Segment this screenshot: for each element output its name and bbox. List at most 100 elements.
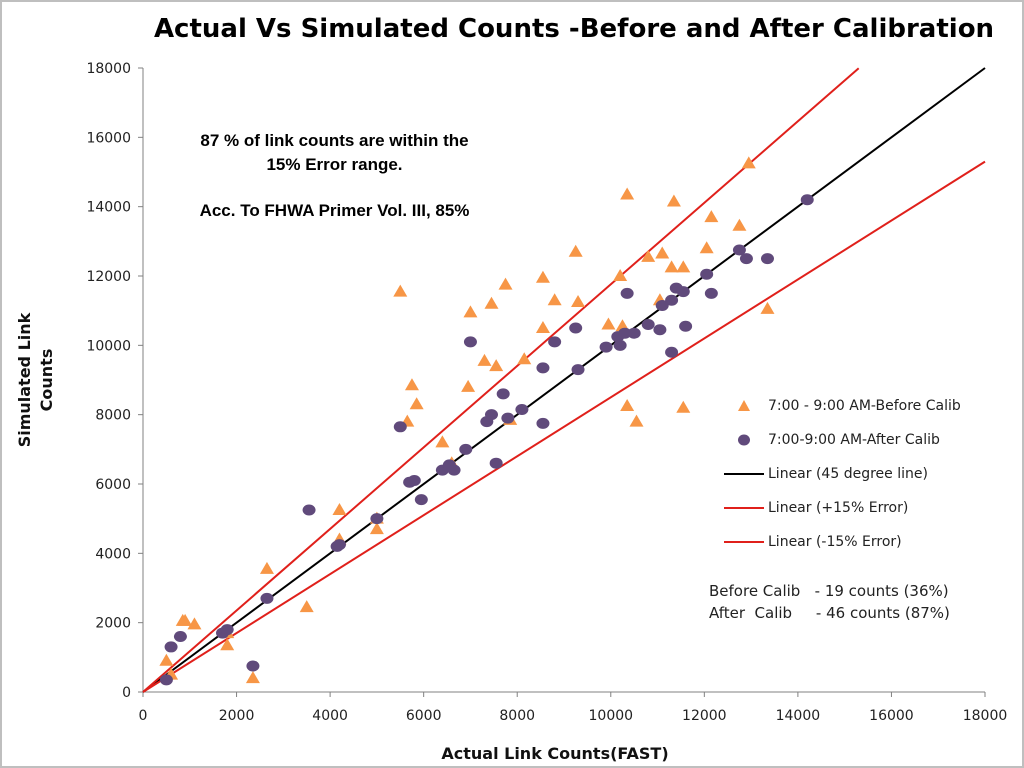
after-calib-point [459,443,473,455]
legend-label-plus-15: Linear (+15% Error) [768,500,909,516]
within-range-note: 87 % of link counts are within the 15% E… [162,129,507,177]
before-calib-point [620,187,635,200]
before-calib-point [760,301,775,314]
after-calib-point [653,324,667,336]
before-calib-point [299,600,314,613]
after-calib-point [700,268,714,280]
after-calib-point [515,403,529,415]
note-line-1: 87 % of link counts are within the [200,131,469,150]
before-calib-point [535,270,550,283]
y-tick-label: 6000 [95,477,131,493]
summary-before: Before Calib - 19 counts (36%) [709,582,949,600]
before-calib-point [613,269,628,281]
x-tick-label: 6000 [406,708,442,724]
chart-legend: 7:00 - 9:00 AM-Before Calib 7:00-9:00 AM… [724,392,1004,562]
y-tick-label: 18000 [86,61,131,77]
after-calib-point [260,592,274,604]
before-calib-point [220,638,235,651]
after-calib-point [620,287,634,299]
before-calib-point [547,293,562,306]
x-tick-label: 18000 [963,708,1008,724]
x-tick-label: 2000 [219,708,255,724]
after-calib-point [393,421,407,433]
before-calib-point [676,260,691,273]
before-calib-point [620,399,635,411]
after-calib-point [613,339,627,351]
trendline-1 [142,67,860,693]
y-tick-label: 8000 [95,408,131,424]
y-tick-label: 16000 [86,130,131,146]
after-calib-point [627,327,641,339]
trendline-0 [142,67,986,693]
x-axis-label: Actual Link Counts(FAST) [441,744,668,763]
before-calib-point [676,400,691,413]
legend-item-after: 7:00-9:00 AM-After Calib [724,426,1004,460]
y-tick-label: 12000 [86,269,131,285]
after-calib-point [655,299,669,311]
before-calib-point [568,244,583,257]
chart-title: Actual Vs Simulated Counts -Before and A… [153,14,995,44]
before-calib-point [484,296,499,309]
before-calib-point [187,617,202,630]
after-calib-point [159,674,173,686]
legend-item-plus-15: Linear (+15% Error) [724,494,1004,528]
after-calib-point [496,388,510,400]
after-calib-point [739,253,753,265]
triangle-marker-icon [738,400,750,411]
after-calib-point [484,409,498,421]
before-calib-point [732,218,747,231]
before-calib-point [517,352,532,365]
after-calib-point [332,539,346,551]
after-calib-point [676,286,690,298]
after-calib-point [732,244,746,256]
trendline-2 [142,160,986,693]
after-calib-point [599,341,613,353]
before-calib-point [477,353,492,366]
calibration-summary: Before Calib - 19 counts (36%) After Cal… [709,580,950,624]
after-calib-point [760,253,774,265]
red-line-icon [724,507,764,509]
after-calib-point [501,412,515,424]
before-calib-point [435,435,450,448]
after-calib-point [220,624,234,636]
after-calib-point [246,660,260,672]
x-tick-label: 10000 [589,708,634,724]
before-calib-point [664,260,679,273]
before-calib-point [404,378,419,391]
red-line-icon [724,541,764,543]
before-calib-point [699,241,714,254]
summary-after: After Calib - 46 counts (87%) [709,604,950,622]
before-calib-point [741,156,756,169]
legend-label-minus-15: Linear (-15% Error) [768,534,902,550]
note-line-2: 15% Error range. [266,155,403,174]
before-calib-point [655,246,670,259]
x-tick-label: 8000 [499,708,535,724]
x-tick-label: 16000 [869,708,914,724]
black-line-icon [724,473,764,475]
before-calib-point [259,561,274,574]
after-calib-point [447,464,461,476]
y-tick-label: 0 [122,685,131,701]
before-calib-point [498,277,513,290]
after-calib-point [414,494,428,506]
y-tick-label: 4000 [95,546,131,562]
before-calib-point [409,397,424,410]
x-tick-label: 14000 [776,708,821,724]
after-calib-point [665,346,679,358]
y-tick-label: 10000 [86,338,131,354]
before-calib-point [393,284,408,297]
before-calib-point [704,210,719,223]
legend-item-45-degree: Linear (45 degree line) [724,460,1004,494]
before-calib-point [571,295,586,307]
legend-label-45-degree: Linear (45 degree line) [768,466,928,482]
after-calib-point [800,194,814,206]
before-calib-point [601,317,616,330]
after-calib-point [489,457,503,469]
before-calib-point [666,194,681,207]
before-calib-point [332,503,347,515]
before-calib-point [535,321,550,333]
fhwa-note: Acc. To FHWA Primer Vol. III, 85% [199,201,470,220]
after-calib-point [302,504,316,516]
x-tick-label: 4000 [312,708,348,724]
